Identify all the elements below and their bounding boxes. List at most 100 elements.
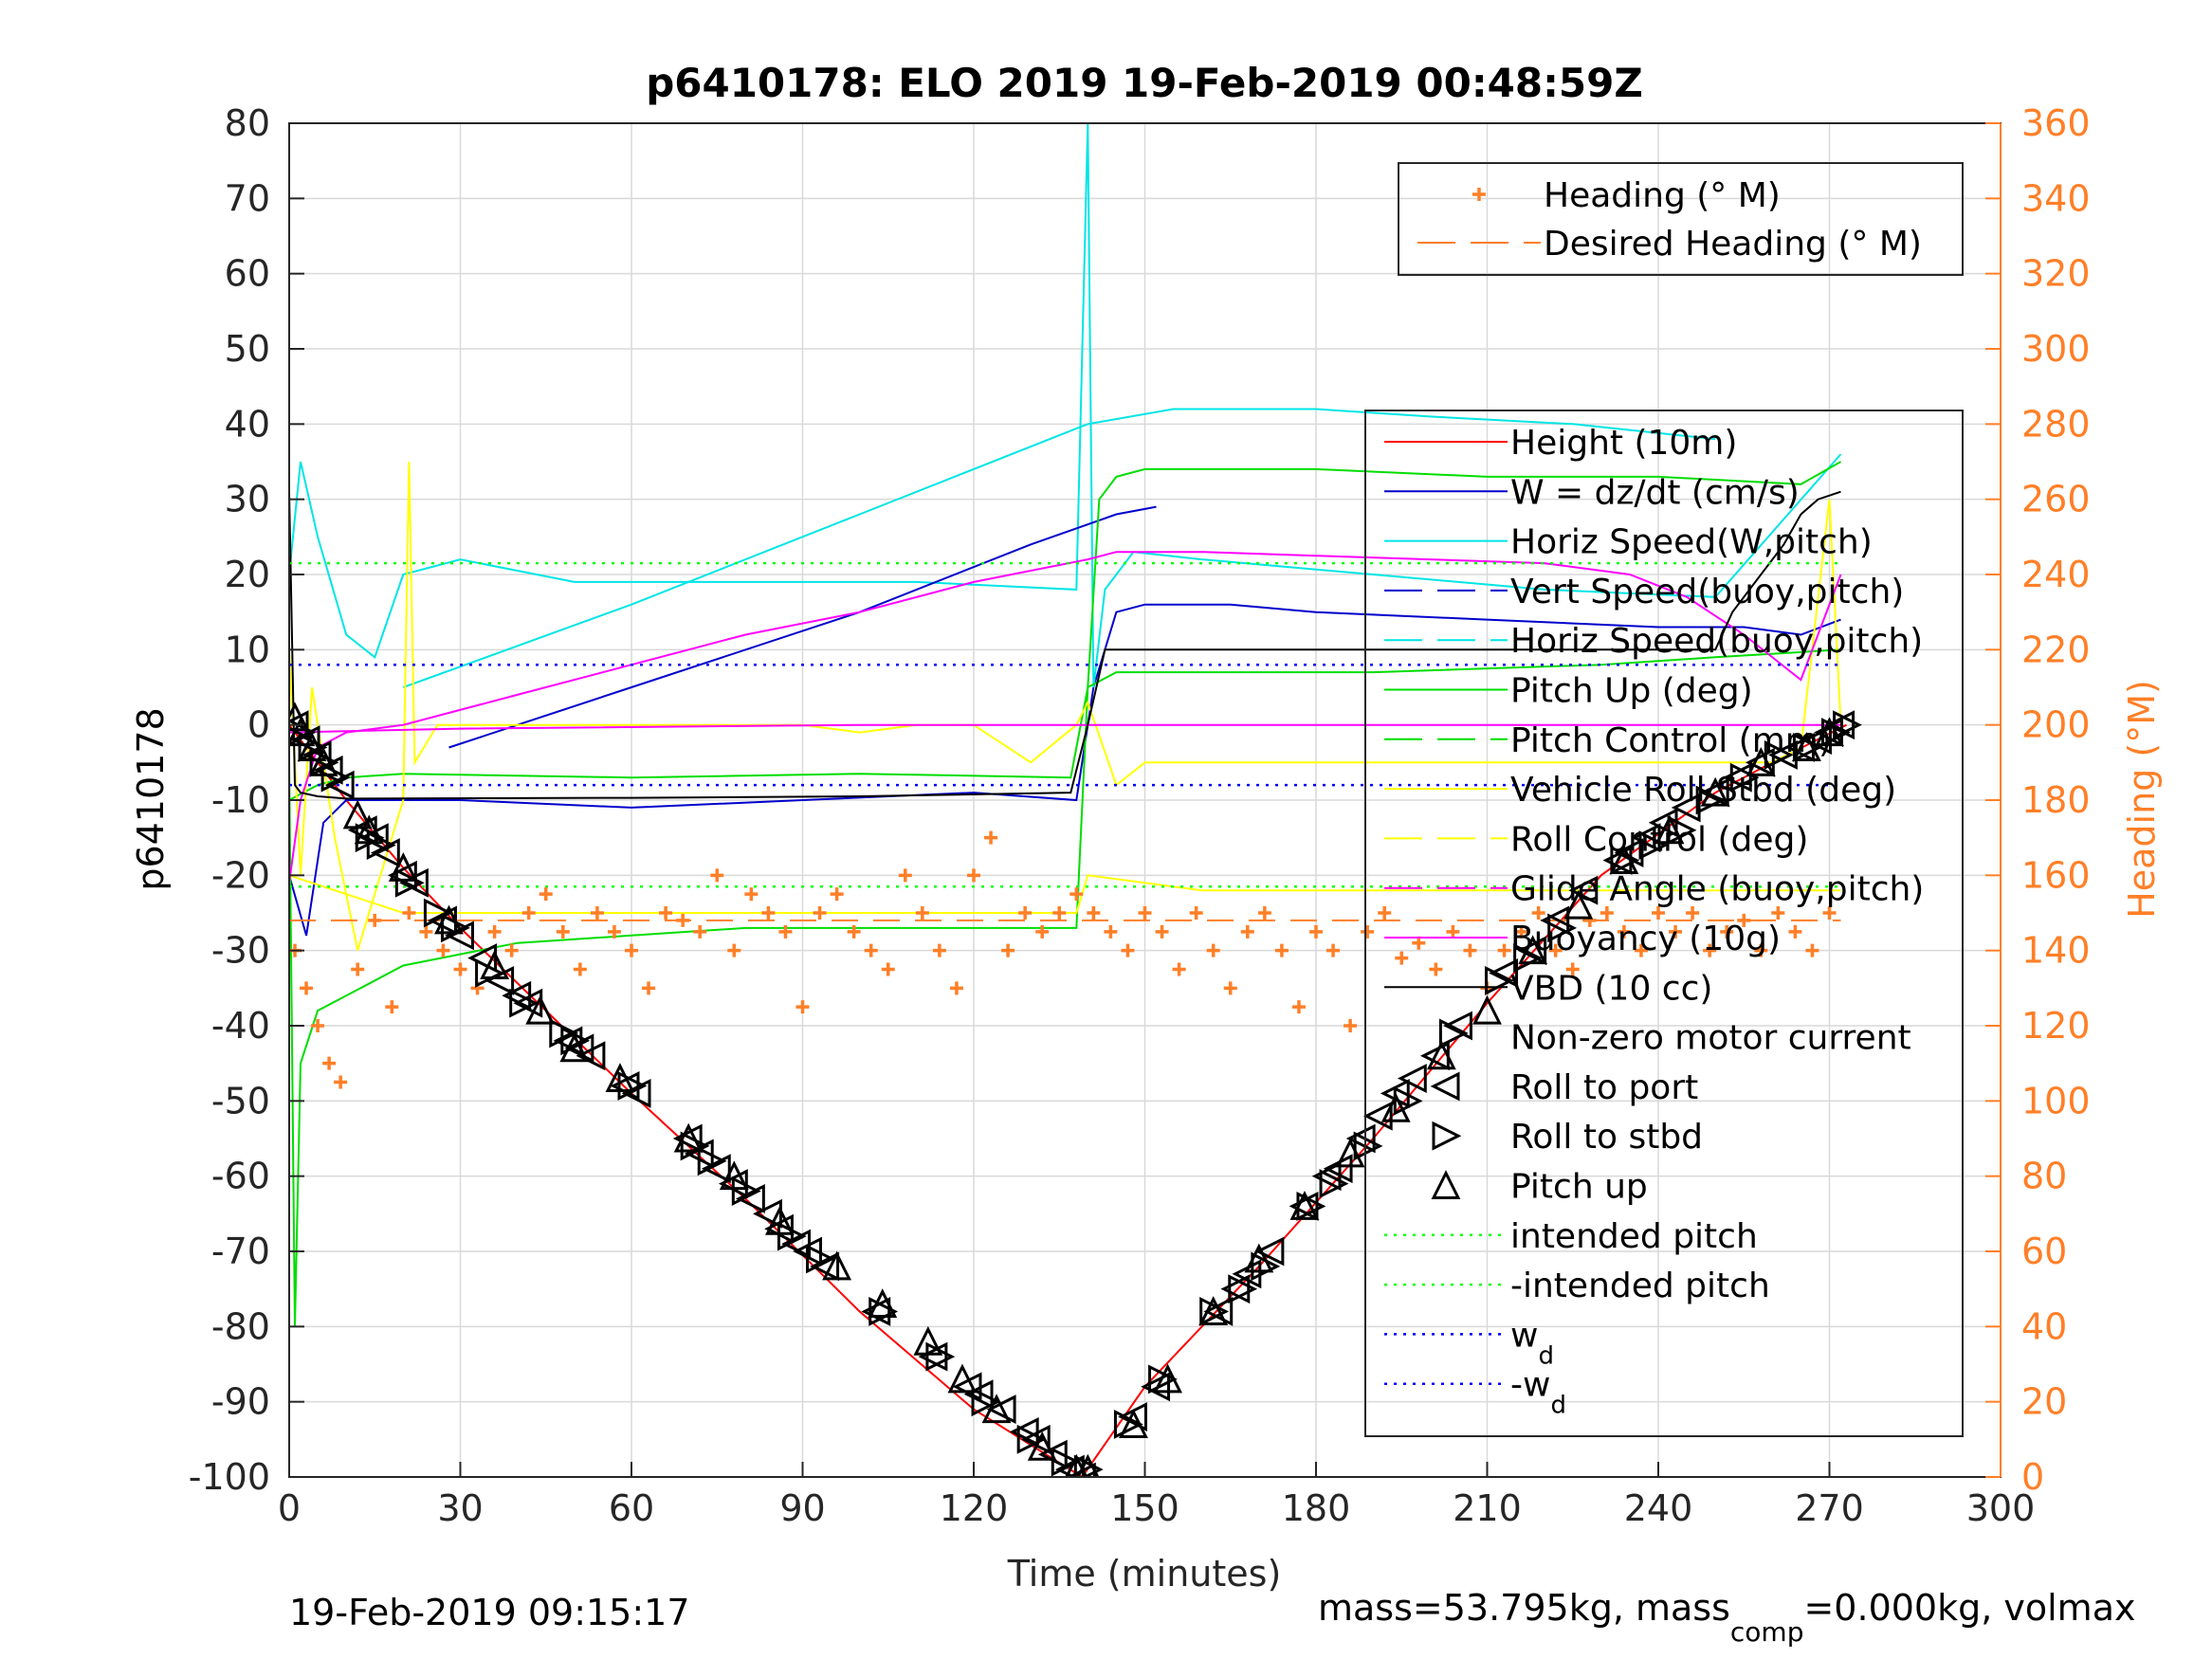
data-point	[915, 906, 929, 920]
y-tick-label: 70	[225, 177, 270, 219]
data-point	[864, 943, 878, 957]
data-point	[1771, 906, 1785, 920]
legend-label-text: Pitch Control (mm)	[1510, 721, 1832, 760]
legend-label-text: W = dz/dt (cm/s)	[1510, 473, 1800, 512]
data-point	[1001, 943, 1015, 957]
data-point	[967, 868, 980, 883]
data-point	[1119, 1409, 1148, 1438]
legend-box	[1364, 410, 1964, 1437]
data-point	[342, 799, 373, 830]
legend-label-text: Roll to stbd	[1510, 1118, 1703, 1157]
y2-tick-label: 360	[2021, 102, 2091, 144]
data-point	[1361, 924, 1375, 939]
data-point	[1609, 845, 1639, 874]
data-point	[1076, 1453, 1100, 1477]
legend-swatch	[1432, 1121, 1462, 1151]
legend-label-text: Desired Heading (° M)	[1544, 225, 1922, 264]
data-point	[297, 732, 327, 761]
y-tick-label: -40	[211, 1005, 270, 1047]
y2-tick-label: 0	[2021, 1456, 2044, 1498]
chart-title: p6410178: ELO 2019 19-Feb-2019 00:48:59Z	[646, 60, 1643, 106]
data-point	[1517, 936, 1547, 966]
data-point	[1764, 739, 1794, 770]
series-8	[289, 874, 1841, 914]
legend-label: Horiz Speed(buoy,pitch)	[1510, 622, 1923, 661]
data-point	[1412, 936, 1426, 950]
data-point	[1104, 924, 1118, 939]
series-line	[402, 408, 1716, 688]
data-point	[1497, 943, 1511, 957]
data-point	[385, 1000, 399, 1014]
legend-label: Heading (° M)	[1544, 176, 1781, 215]
data-point	[1700, 776, 1730, 807]
data-point	[949, 981, 963, 995]
data-point	[693, 924, 707, 939]
legend-heading: Heading (° M) Desired Heading (° M)	[1398, 162, 1964, 276]
x-tick-label: 180	[1282, 1487, 1351, 1529]
series-5	[289, 461, 1841, 1327]
data-point	[1172, 962, 1186, 976]
data-point	[813, 906, 827, 920]
legend-label-text: -w	[1510, 1366, 1550, 1405]
legend-label-text: Roll to port	[1510, 1068, 1698, 1107]
legend-label: Vehicle Roll Stbd (deg)	[1510, 771, 1896, 810]
series-11	[289, 490, 1841, 800]
data-point	[1815, 717, 1844, 747]
data-point	[1073, 1454, 1104, 1477]
legend-label-text: Pitch Up (deg)	[1510, 672, 1753, 711]
y-tick-label: 20	[225, 554, 270, 595]
data-point	[1610, 846, 1640, 875]
data-point	[1489, 958, 1519, 988]
data-point	[1699, 777, 1729, 808]
x-tick-label: 210	[1453, 1487, 1522, 1529]
data-point	[322, 1056, 337, 1070]
data-point	[1380, 1092, 1411, 1122]
series-3	[448, 505, 1157, 749]
data-point	[765, 1205, 795, 1235]
y2-tick-label: 20	[2021, 1381, 2067, 1423]
data-point	[735, 1184, 765, 1213]
y2-tick-label: 220	[2021, 629, 2091, 670]
legend-label-text: Vehicle Roll Stbd (deg)	[1510, 771, 1896, 810]
data-point	[1203, 1297, 1234, 1326]
data-point	[607, 924, 621, 939]
data-point	[1547, 913, 1578, 943]
series-17	[289, 830, 1837, 1089]
data-point	[822, 1250, 852, 1281]
y2-tick-label: 60	[2021, 1231, 2067, 1272]
y-tick-label: 50	[225, 328, 270, 370]
data-point	[1563, 889, 1594, 920]
data-point	[368, 913, 382, 927]
series-line	[289, 723, 1841, 734]
data-point	[1395, 951, 1409, 965]
data-point	[1514, 924, 1528, 939]
data-point	[1138, 906, 1152, 920]
data-point	[1443, 1011, 1472, 1041]
data-point	[1148, 1364, 1178, 1395]
y-tick-label: -70	[211, 1231, 270, 1272]
data-point	[984, 830, 998, 845]
y2-tick-label: 260	[2021, 479, 2091, 520]
data-point	[1792, 732, 1821, 761]
y-tick-label: -80	[211, 1305, 270, 1347]
legend-label-text: w	[1510, 1316, 1538, 1355]
data-point	[1326, 943, 1341, 957]
data-point	[806, 1244, 835, 1274]
legend-label-text: Glide Angle (buoy,pitch)	[1510, 870, 1924, 909]
legend-label: -intended pitch	[1510, 1267, 1770, 1305]
legend-label-text: -intended pitch	[1510, 1267, 1770, 1305]
y-tick-label: 40	[225, 403, 270, 445]
y2-tick-label: 80	[2021, 1156, 2067, 1197]
y-tick-label: 10	[225, 629, 270, 670]
legend-label-text: Non-zero motor current	[1510, 1019, 1911, 1058]
x-tick-label: 30	[437, 1487, 483, 1529]
data-point	[539, 887, 553, 902]
legend-main: Height (10m) W = dz/dt (cm/s) Horiz Speed(…	[1364, 410, 1964, 1437]
data-point	[847, 924, 861, 939]
data-point	[1198, 1296, 1229, 1325]
data-point	[394, 867, 425, 898]
data-point	[1654, 814, 1685, 845]
legend-label-sub: d	[1550, 1392, 1566, 1420]
data-point	[1153, 1363, 1182, 1394]
